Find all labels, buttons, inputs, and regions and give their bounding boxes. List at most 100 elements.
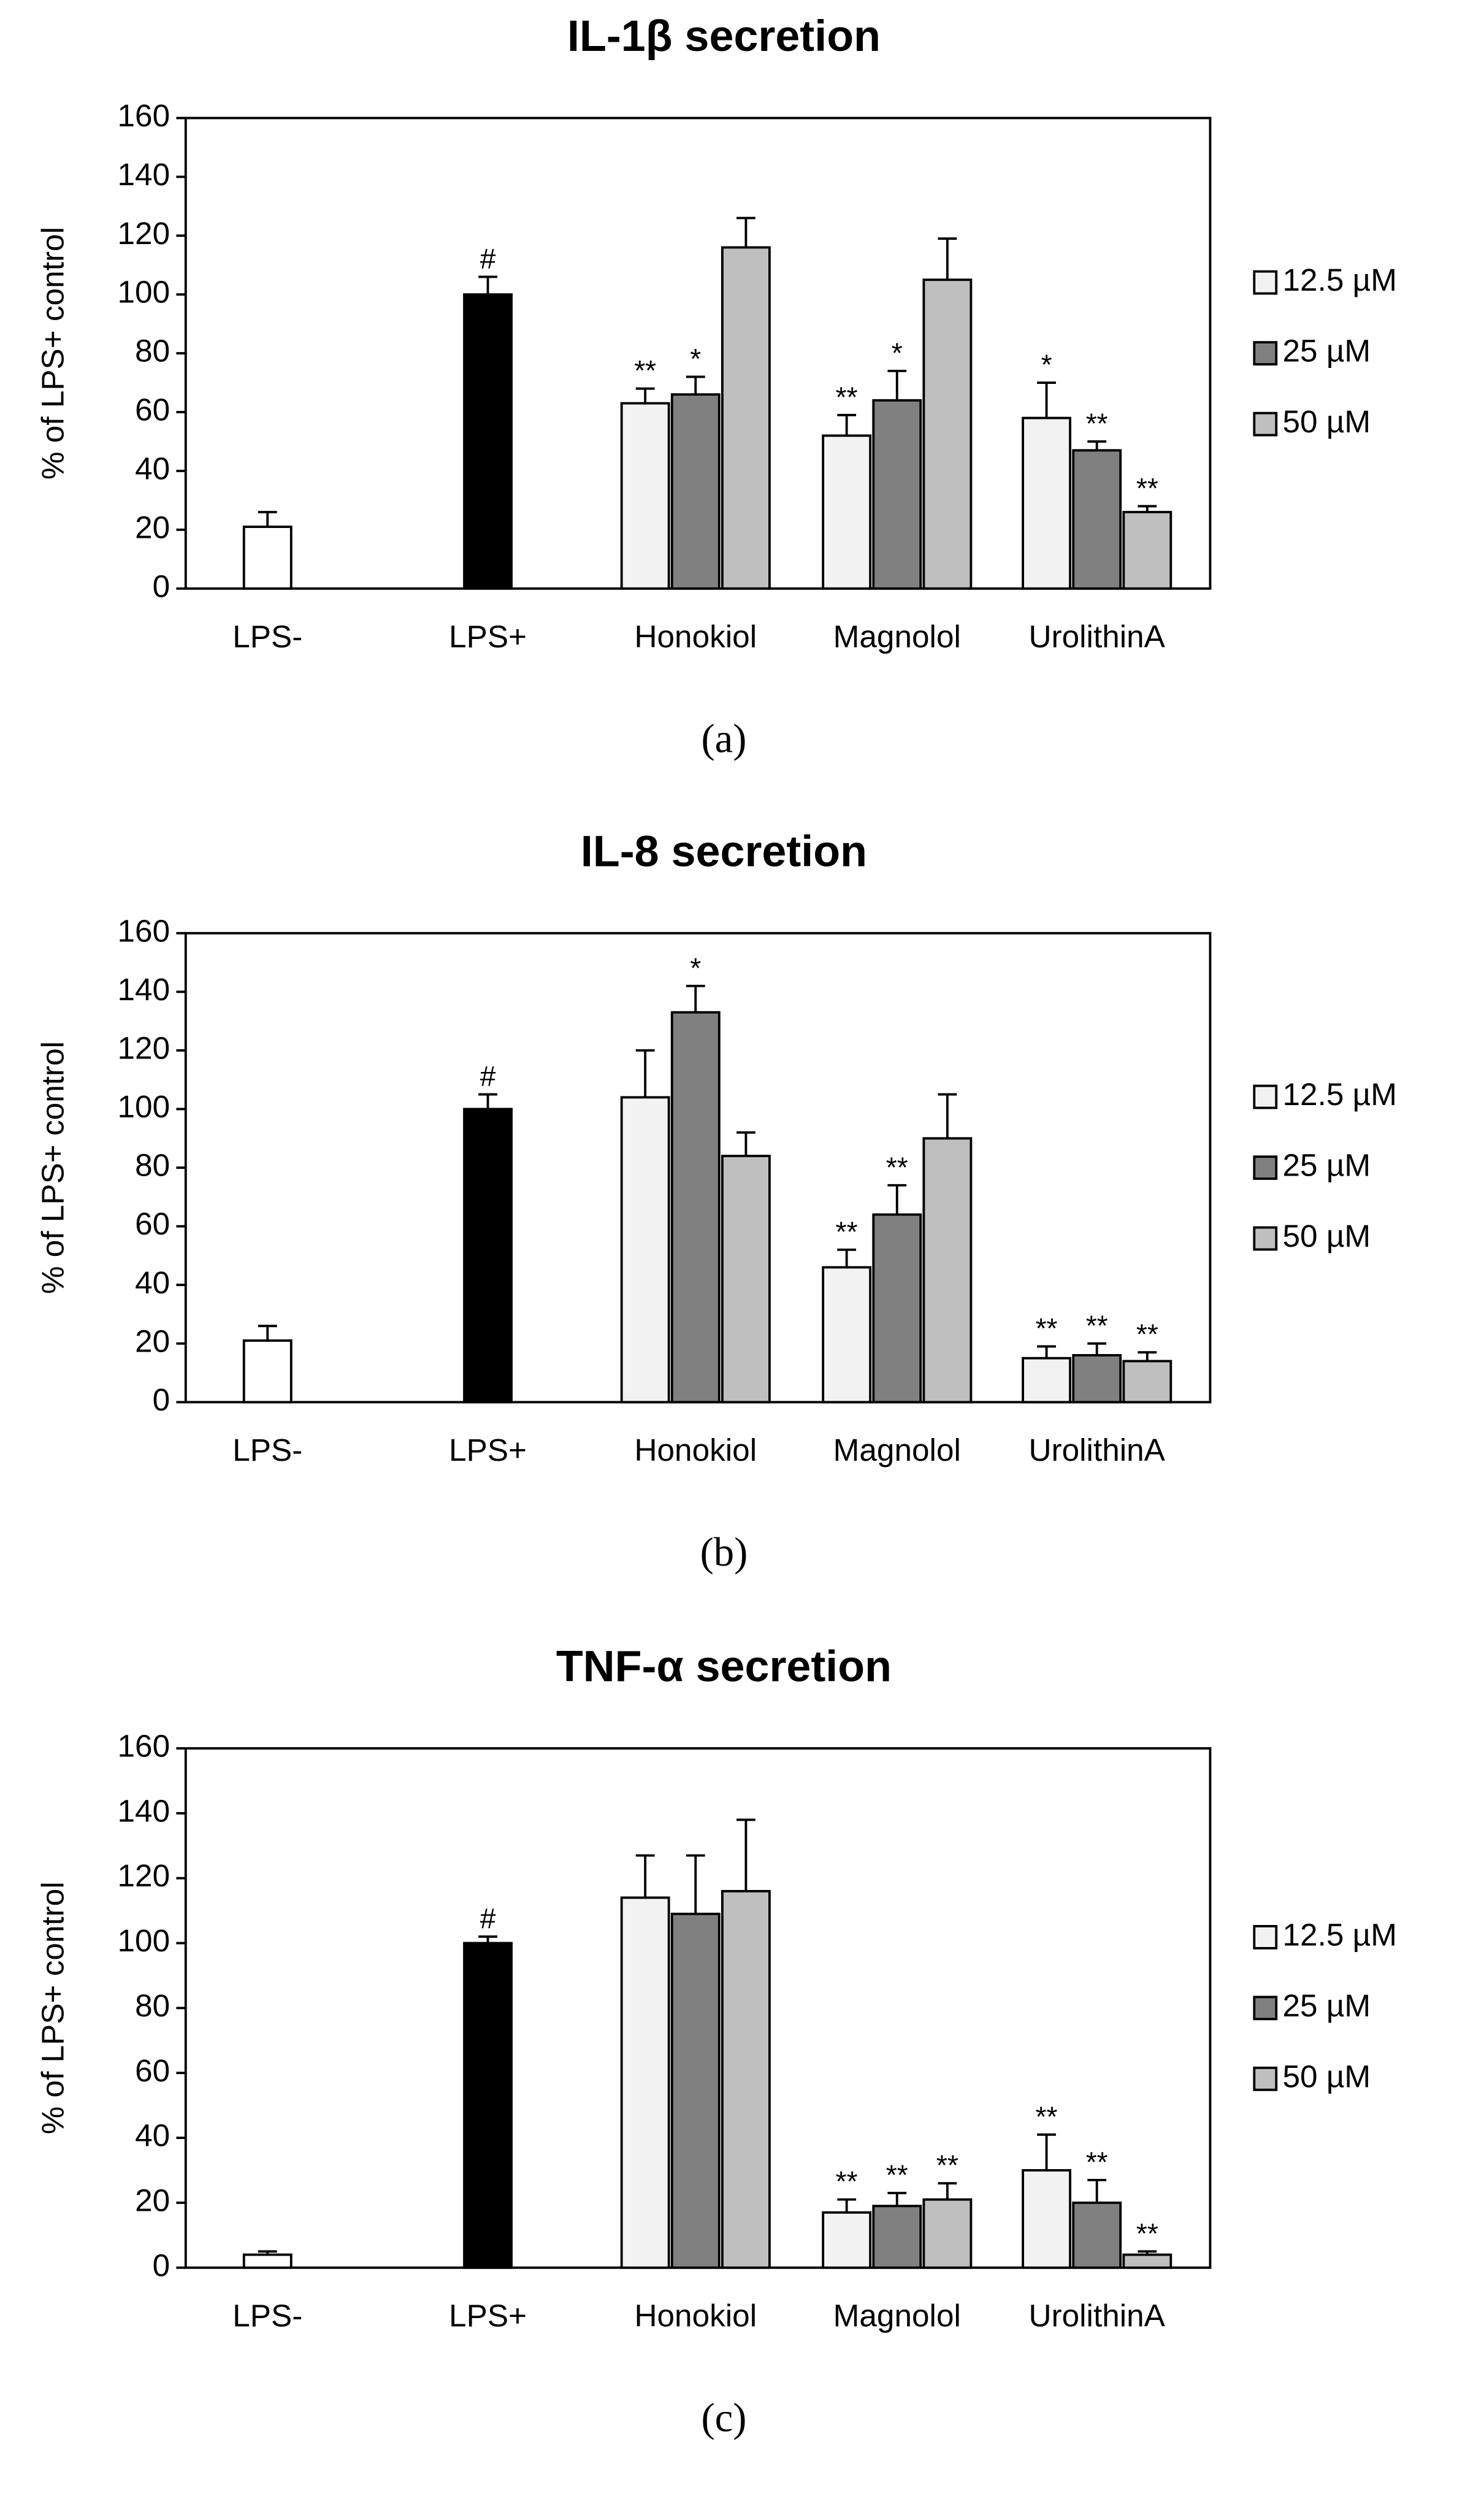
y-tick-label: 140 bbox=[118, 1793, 170, 1828]
y-tick-label: 0 bbox=[153, 568, 170, 603]
bar bbox=[670, 1912, 721, 2269]
significance-label: * bbox=[1041, 349, 1052, 381]
significance-label: ** bbox=[1036, 1312, 1058, 1344]
significance-label: ** bbox=[886, 2159, 908, 2191]
bar bbox=[463, 1942, 513, 2269]
error-bar bbox=[635, 1854, 655, 1898]
x-tick-label: Honokiol bbox=[634, 1433, 757, 1468]
y-tick-label: 80 bbox=[135, 1148, 170, 1183]
chart-title: IL-1β secretion bbox=[567, 12, 881, 61]
error-bar bbox=[736, 216, 755, 248]
legend-label: 25 µM bbox=[1283, 1988, 1371, 2023]
significance-label: ** bbox=[1136, 472, 1158, 504]
error-bar bbox=[938, 2182, 957, 2200]
y-tick-label: 100 bbox=[118, 1089, 170, 1124]
bar bbox=[1022, 1357, 1071, 1404]
legend-label: 25 µM bbox=[1283, 1148, 1371, 1183]
x-tick-label: LPS- bbox=[232, 2298, 302, 2333]
error-bar bbox=[1037, 381, 1056, 418]
error-bar bbox=[258, 511, 277, 527]
bar bbox=[721, 1889, 771, 2269]
y-tick-label: 140 bbox=[118, 157, 170, 192]
y-tick-label: 60 bbox=[135, 2053, 170, 2088]
significance-label: ** bbox=[886, 1151, 908, 1183]
significance-label: ** bbox=[1086, 408, 1108, 440]
legend-swatch bbox=[1253, 1084, 1278, 1109]
y-tick-label: 0 bbox=[153, 2248, 170, 2283]
x-tick-label: Magnolol bbox=[833, 619, 961, 654]
legend-label: 50 µM bbox=[1283, 2059, 1371, 2094]
y-tick-label: 160 bbox=[118, 1729, 170, 1764]
bar bbox=[872, 1213, 922, 1404]
x-tick-label: Honokiol bbox=[634, 619, 757, 654]
y-tick-label: 60 bbox=[135, 1206, 170, 1241]
bar bbox=[872, 2205, 922, 2269]
bar bbox=[620, 402, 670, 590]
x-tick-label: LPS+ bbox=[449, 619, 527, 654]
x-tick-label: UrolithinA bbox=[1028, 1433, 1165, 1468]
bar bbox=[822, 1266, 872, 1404]
bar bbox=[242, 2253, 293, 2269]
bar bbox=[1122, 2253, 1172, 2269]
y-tick-label: 0 bbox=[153, 1382, 170, 1417]
significance-label: ** bbox=[836, 1215, 858, 1247]
x-tick-label: UrolithinA bbox=[1028, 619, 1165, 654]
error-bar bbox=[686, 1854, 705, 1914]
y-tick-label: 120 bbox=[118, 1030, 170, 1065]
panel-label: (b) bbox=[700, 1530, 748, 1575]
error-bar bbox=[837, 1248, 857, 1268]
legend-swatch bbox=[1253, 1925, 1278, 1950]
legend-swatch bbox=[1253, 1226, 1278, 1251]
legend-swatch bbox=[1253, 411, 1278, 437]
significance-label: * bbox=[690, 343, 701, 375]
y-axis-label: % of LPS+ control bbox=[35, 227, 70, 480]
x-tick-label: LPS+ bbox=[449, 1433, 527, 1468]
legend-label: 12.5 µM bbox=[1283, 1917, 1397, 1952]
legend-swatch bbox=[1253, 270, 1278, 295]
bar bbox=[463, 293, 513, 590]
chart-title: IL-8 secretion bbox=[581, 827, 867, 876]
error-bar bbox=[837, 2198, 857, 2213]
error-bar bbox=[478, 1093, 497, 1109]
significance-label: ** bbox=[1036, 2100, 1058, 2132]
significance-label: # bbox=[480, 243, 496, 275]
bar bbox=[721, 1155, 771, 1404]
x-tick-label: LPS- bbox=[232, 619, 302, 654]
error-bar bbox=[1037, 1345, 1056, 1358]
significance-label: ** bbox=[936, 2149, 958, 2181]
significance-label: ** bbox=[1136, 1318, 1158, 1350]
legend-swatch bbox=[1253, 1996, 1278, 2021]
error-bar bbox=[686, 375, 705, 395]
y-axis-label: % of LPS+ control bbox=[35, 1041, 70, 1294]
x-tick-label: Magnolol bbox=[833, 2298, 961, 2333]
significance-label: * bbox=[690, 952, 701, 984]
y-tick-label: 40 bbox=[135, 2118, 170, 2153]
legend-swatch bbox=[1253, 341, 1278, 365]
y-tick-label: 160 bbox=[118, 98, 170, 133]
x-tick-label: UrolithinA bbox=[1028, 2298, 1165, 2333]
bar bbox=[1022, 2169, 1071, 2269]
bar bbox=[922, 2198, 973, 2269]
significance-label: # bbox=[480, 1902, 496, 1934]
bar bbox=[1022, 416, 1071, 590]
y-tick-label: 100 bbox=[118, 275, 170, 310]
significance-label: ** bbox=[1086, 1309, 1108, 1341]
error-bar bbox=[938, 237, 957, 280]
y-tick-label: 80 bbox=[135, 334, 170, 369]
legend-swatch bbox=[1253, 1155, 1278, 1180]
bar bbox=[242, 1339, 293, 1404]
error-bar bbox=[1087, 1342, 1107, 1355]
error-bar bbox=[736, 1818, 755, 1891]
legend-label: 25 µM bbox=[1283, 334, 1371, 369]
bar bbox=[822, 2211, 872, 2269]
error-bar bbox=[1138, 1351, 1157, 1361]
y-tick-label: 20 bbox=[135, 1323, 170, 1358]
y-tick-label: 20 bbox=[135, 510, 170, 545]
bar bbox=[872, 399, 922, 590]
bar bbox=[922, 1137, 973, 1404]
legend-label: 12.5 µM bbox=[1283, 262, 1397, 297]
error-bar bbox=[478, 275, 497, 295]
significance-label: ** bbox=[836, 381, 858, 413]
